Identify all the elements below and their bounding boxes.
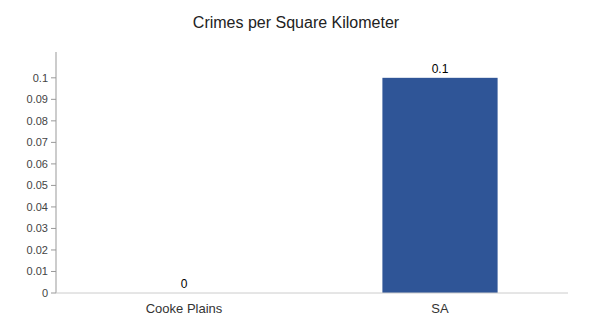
x-tick-label: SA (431, 301, 449, 316)
y-tick (51, 163, 56, 164)
y-tick-label: 0.05 (27, 179, 48, 191)
y-tick (51, 99, 56, 100)
y-tick-label: 0.06 (27, 158, 48, 170)
y-tick (51, 185, 56, 186)
y-tick (51, 249, 56, 250)
y-tick (51, 271, 56, 272)
x-axis-line (56, 293, 568, 294)
y-tick-label: 0.01 (27, 265, 48, 277)
chart-container: Crimes per Square Kilometer 0 0.01 0.02 0.03… (0, 0, 592, 333)
y-tick-label: 0.09 (27, 93, 48, 105)
y-axis-line (56, 52, 57, 293)
y-tick-label: 0.08 (27, 115, 48, 127)
y-tick-label: 0 (42, 287, 48, 299)
bars (382, 78, 497, 293)
y-tick-label: 0.02 (27, 244, 48, 256)
bar (382, 78, 497, 293)
x-tick-label: Cooke Plains (146, 301, 223, 316)
data-label: 0 (181, 277, 188, 291)
y-tick (51, 293, 56, 294)
y-tick-label: 0.03 (27, 222, 48, 234)
y-tick (51, 142, 56, 143)
chart-title: Crimes per Square Kilometer (193, 14, 400, 31)
y-tick (51, 206, 56, 207)
data-label: 0.1 (432, 62, 449, 76)
chart-svg: Crimes per Square Kilometer 0 0.01 0.02 0.03… (0, 0, 592, 333)
y-tick-label: 0.07 (27, 136, 48, 148)
y-tick (51, 77, 56, 78)
y-tick (51, 228, 56, 229)
y-tick-label: 0.04 (27, 201, 48, 213)
y-tick-label: 0.1 (33, 72, 48, 84)
y-tick (51, 120, 56, 121)
